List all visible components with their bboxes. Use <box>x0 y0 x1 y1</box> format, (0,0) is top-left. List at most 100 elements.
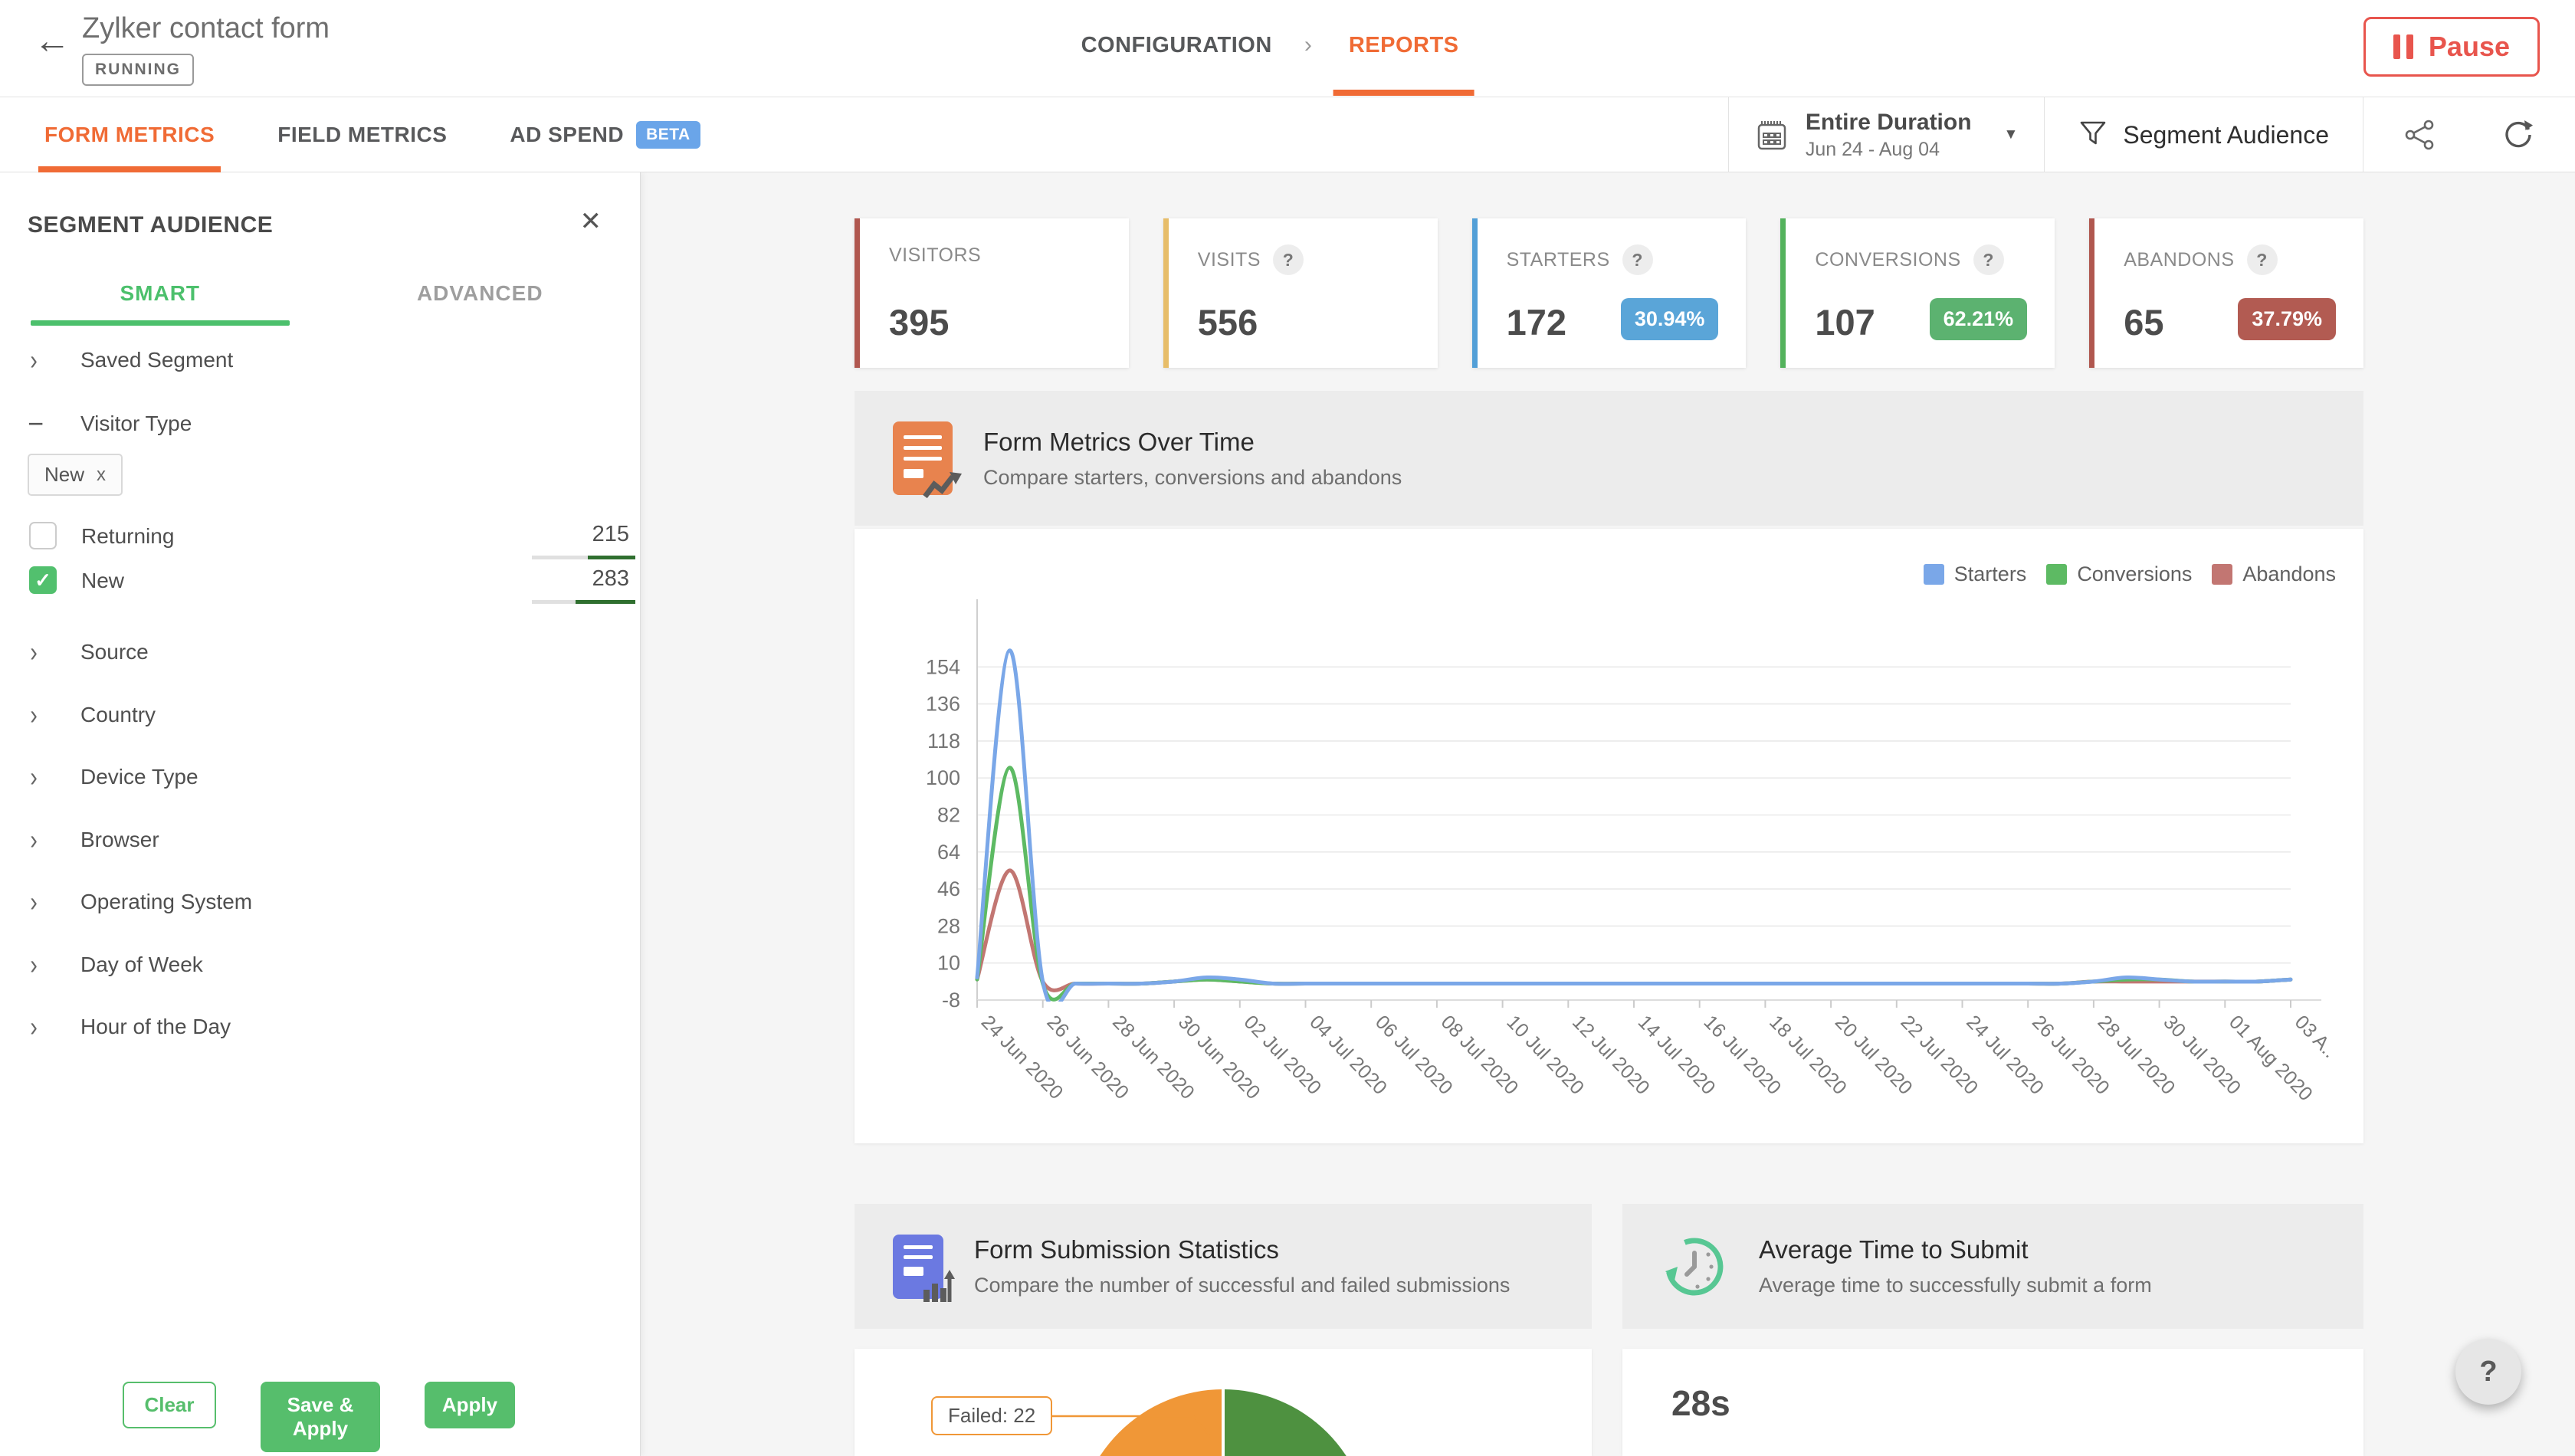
metric-value: 107 <box>1815 302 1875 343</box>
divider <box>2044 97 2045 172</box>
avg-time-banner: Average Time to Submit Average time to s… <box>1622 1204 2363 1329</box>
svg-text:03 A..: 03 A.. <box>2291 1012 2340 1062</box>
form-submission-banner: Form Submission Statistics Compare the n… <box>855 1204 1592 1329</box>
sidebar-item-device-type[interactable]: › Device Type <box>0 754 640 800</box>
tab-form-metrics[interactable]: FORM METRICS <box>38 97 221 172</box>
checkbox-checked[interactable]: ✓ <box>29 566 57 594</box>
metric-card-visits: VISITS? 556 <box>1163 218 1438 368</box>
sidebar-item-visitor-type[interactable]: − Visitor Type <box>0 401 640 447</box>
tab-field-metrics[interactable]: FIELD METRICS <box>277 123 448 146</box>
chip-label: New <box>44 463 85 486</box>
beta-badge: BETA <box>636 121 700 149</box>
sidebar-item-operating-system[interactable]: › Operating System <box>0 879 640 925</box>
breadcrumb: CONFIGURATION › REPORTS <box>1081 32 1474 96</box>
chevron-right-icon: › <box>30 823 38 855</box>
nav-configuration[interactable]: CONFIGURATION <box>1081 32 1272 57</box>
svg-text:100: 100 <box>926 766 960 789</box>
metric-card-abandons: ABANDONS? 65 37.79% <box>2089 218 2363 368</box>
metric-card-conversions: CONVERSIONS? 107 62.21% <box>1780 218 2055 368</box>
divider <box>1727 97 1729 172</box>
back-arrow-icon[interactable]: ← <box>34 21 71 61</box>
help-icon[interactable]: ? <box>1272 244 1304 275</box>
metric-percentage-badge: 62.21% <box>1929 298 2028 340</box>
avg-time-value: 28s <box>1671 1383 1730 1423</box>
section-subtitle: Compare the number of successful and fai… <box>974 1274 1511 1297</box>
panel-title: SEGMENT AUDIENCE <box>28 212 274 238</box>
line-series-starters <box>975 648 2293 1002</box>
sidebar-item-browser[interactable]: › Browser <box>0 817 640 863</box>
legend-label: Conversions <box>2077 562 2193 585</box>
avg-time-clock-icon <box>1661 1233 1728 1300</box>
metric-value: 65 <box>2124 302 2164 343</box>
legend-item-abandons[interactable]: Abandons <box>2212 562 2336 586</box>
filter-chip-new[interactable]: New x <box>28 454 123 496</box>
calendar-icon <box>1757 121 1786 150</box>
filter-icon <box>2081 121 2106 145</box>
filter-label: Country <box>80 702 156 726</box>
help-icon[interactable]: ? <box>1973 244 2004 275</box>
share-icon[interactable] <box>2403 119 2436 151</box>
chevron-right-icon: › <box>30 344 38 375</box>
sidebar-item-country[interactable]: › Country <box>0 692 640 738</box>
legend-item-conversions[interactable]: Conversions <box>2046 562 2192 586</box>
legend-item-starters[interactable]: Starters <box>1923 562 2026 586</box>
save-apply-button[interactable]: Save & Apply <box>261 1382 380 1452</box>
sidebar-item-hour-of-the-day[interactable]: › Hour of the Day <box>0 1004 640 1050</box>
metric-card-starters: STARTERS? 172 30.94% <box>1471 218 1747 368</box>
filter-label: Browser <box>80 827 159 851</box>
section-title: Average Time to Submit <box>1759 1235 2029 1264</box>
help-button[interactable]: ? <box>2455 1339 2521 1405</box>
metric-label: ABANDONS <box>2124 248 2235 271</box>
option-mini-bar <box>532 556 635 559</box>
sidebar-item-saved-segment[interactable]: › Saved Segment <box>0 337 640 383</box>
pie-tooltip: Failed: 22 <box>931 1396 1053 1435</box>
close-icon[interactable]: ✕ <box>579 207 602 236</box>
metric-label: VISITORS <box>889 244 982 266</box>
chevron-right-icon: › <box>30 948 38 980</box>
form-metrics-icon <box>893 421 962 499</box>
sidebar-item-day-of-week[interactable]: › Day of Week <box>0 942 640 988</box>
avg-time-card: 28s <box>1622 1349 2363 1456</box>
metric-percentage-badge: 30.94% <box>1620 298 1719 340</box>
option-mini-bar <box>532 600 635 604</box>
help-icon[interactable]: ? <box>2246 244 2278 275</box>
nav-reports[interactable]: REPORTS <box>1333 33 1474 96</box>
apply-button[interactable]: Apply <box>425 1382 515 1428</box>
chevron-right-icon: › <box>30 1011 38 1042</box>
legend-swatch <box>2046 564 2068 585</box>
sidebar-item-source[interactable]: › Source <box>0 629 640 675</box>
metric-label: STARTERS <box>1506 248 1610 271</box>
chevron-right-icon: › <box>30 698 38 730</box>
chevron-right-icon: › <box>30 636 38 667</box>
checkbox-unchecked[interactable] <box>29 522 57 549</box>
chip-remove-icon[interactable]: x <box>97 464 107 485</box>
tab-ad-spend[interactable]: AD SPEND BETA <box>510 97 700 172</box>
date-range-title: Entire Duration <box>1805 109 1972 135</box>
clear-button[interactable]: Clear <box>123 1382 216 1428</box>
status-badge: RUNNING <box>82 54 194 86</box>
help-icon[interactable]: ? <box>1622 244 1653 275</box>
pause-icon <box>2393 34 2413 59</box>
segment-audience-button[interactable]: Segment Audience <box>2045 97 2363 172</box>
segment-audience-panel: SEGMENT AUDIENCE ✕ SMART ADVANCED › Saved… <box>0 172 641 1456</box>
section-subtitle: Average time to successfully submit a fo… <box>1759 1274 2152 1297</box>
visitor-option-new: ✓ New 283 <box>0 560 640 609</box>
submission-pie-card: Failed: 22 <box>855 1349 1592 1456</box>
segment-tab-smart[interactable]: SMART <box>0 281 320 326</box>
report-tabs-bar: FORM METRICS FIELD METRICS AD SPEND BETA En… <box>0 97 2575 172</box>
svg-text:136: 136 <box>926 693 960 716</box>
segment-tab-advanced[interactable]: ADVANCED <box>416 281 543 305</box>
svg-text:82: 82 <box>937 804 960 827</box>
option-count: 215 <box>592 522 629 546</box>
refresh-icon[interactable] <box>2501 118 2535 152</box>
filter-label: Day of Week <box>80 952 203 976</box>
metric-label: CONVERSIONS <box>1815 248 1961 271</box>
pause-button[interactable]: Pause <box>2363 17 2540 77</box>
date-range-picker[interactable]: Entire Duration Jun 24 - Aug 04 ▼ <box>1729 97 2045 172</box>
pause-label: Pause <box>2428 31 2510 62</box>
metric-label: VISITS <box>1197 248 1261 271</box>
segment-audience-label: Segment Audience <box>2123 120 2329 149</box>
metric-value: 172 <box>1506 302 1567 343</box>
svg-text:64: 64 <box>937 841 960 864</box>
submission-pie-chart <box>1043 1389 1347 1456</box>
